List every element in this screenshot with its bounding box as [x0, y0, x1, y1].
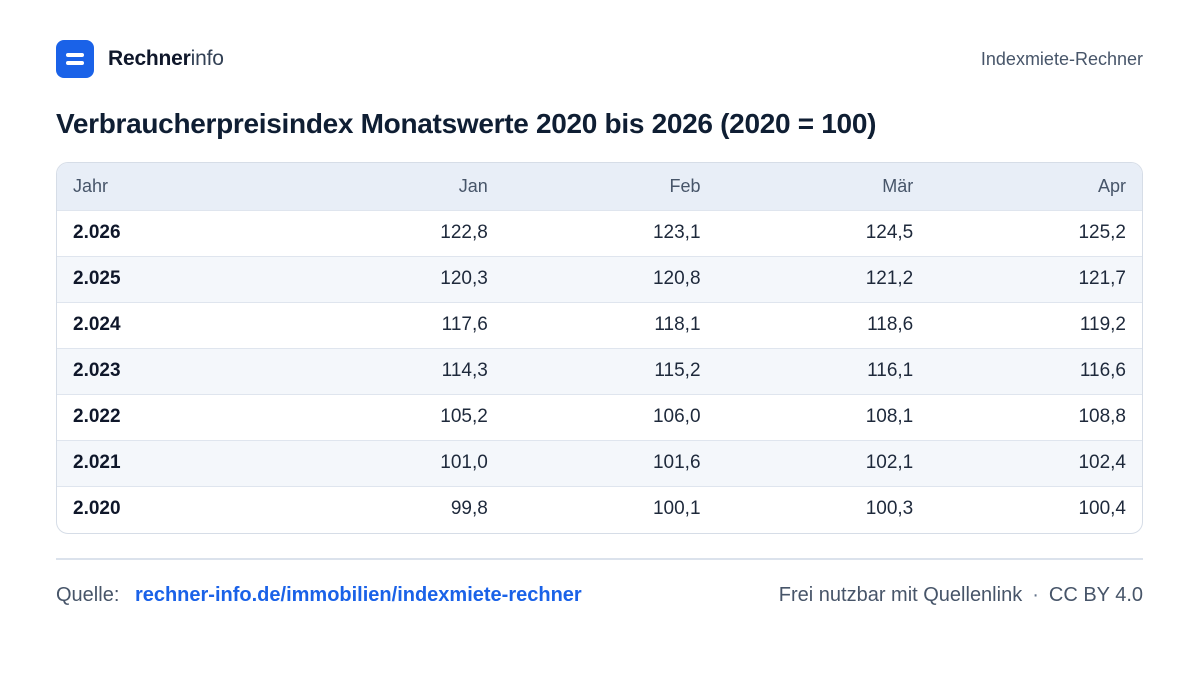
value-cell: 117,6	[441, 314, 488, 335]
table-row: 2.023 114,3 115,2 116,1 116,6	[57, 348, 1142, 394]
column-header-jan: Jan	[458, 175, 488, 196]
value-cell: 120,8	[652, 268, 701, 289]
year-cell: 2.021	[73, 452, 121, 473]
year-cell: 2.026	[73, 222, 121, 243]
brand-name-strong: Rechner	[108, 47, 191, 70]
value-cell: 101,6	[652, 452, 701, 473]
source-link[interactable]: rechner-info.de/immobilien/indexmiete-re…	[134, 584, 582, 606]
year-cell: 2.025	[73, 268, 121, 289]
table-row: 2.026 122,8 123,1 124,5 125,2	[57, 210, 1142, 256]
cpi-table: Jahr Jan Feb Mär Apr 2.026 122,8 123,1 1…	[56, 162, 1143, 534]
table-row: 2.024 117,6 118,1 118,6 119,2	[57, 302, 1142, 348]
value-cell: 108,8	[1078, 406, 1126, 427]
license-name: CC BY 4.0	[1048, 584, 1143, 606]
value-cell: 100,3	[865, 498, 914, 520]
value-cell: 115,2	[654, 360, 701, 381]
column-header-feb: Feb	[669, 175, 701, 196]
value-cell: 101,0	[440, 452, 488, 473]
value-cell: 100,4	[1078, 498, 1126, 520]
header: Rechnerinfo Indexmiete-Rechner	[56, 40, 1143, 78]
source-label: Quelle:	[56, 584, 120, 606]
value-cell: 121,7	[1078, 268, 1126, 289]
calculator-name: Indexmiete-Rechner	[980, 48, 1143, 69]
footer: Quelle: rechner-info.de/immobilien/index…	[56, 584, 1143, 607]
year-cell: 2.024	[73, 314, 121, 335]
license-line: Frei nutzbar mit Quellenlink · CC BY 4.0	[779, 584, 1143, 607]
value-cell: 120,3	[440, 268, 488, 289]
value-cell: 124,5	[865, 222, 914, 243]
table-row: 2.021 101,0 101,6 102,1 102,4	[57, 440, 1142, 486]
value-cell: 102,1	[865, 452, 914, 473]
value-cell: 116,1	[867, 360, 914, 381]
value-cell: 114,3	[441, 360, 488, 381]
value-cell: 125,2	[1078, 222, 1126, 243]
brand-name: Rechnerinfo	[108, 47, 224, 71]
value-cell: 119,2	[1079, 314, 1126, 335]
year-cell: 2.020	[73, 498, 121, 520]
year-cell: 2.022	[73, 406, 121, 427]
source-line: Quelle: rechner-info.de/immobilien/index…	[56, 584, 582, 607]
table-header-row: Jahr Jan Feb Mär Apr	[57, 163, 1142, 210]
separator-dot: ·	[1032, 584, 1039, 606]
value-cell: 106,0	[652, 406, 701, 427]
cpi-table-grid: Jahr Jan Feb Mär Apr 2.026 122,8 123,1 1…	[57, 163, 1142, 532]
value-cell: 122,8	[440, 222, 488, 243]
brand-logo[interactable]: Rechnerinfo	[56, 40, 224, 78]
value-cell: 116,6	[1079, 360, 1126, 381]
brand-name-light: info	[190, 47, 224, 70]
value-cell: 100,1	[652, 498, 701, 520]
value-cell: 108,1	[865, 406, 914, 427]
page-title: Verbraucherpreisindex Monatswerte 2020 b…	[56, 108, 877, 139]
value-cell: 118,6	[867, 314, 914, 335]
footer-divider	[56, 558, 1143, 560]
column-header-apr: Apr	[1097, 175, 1126, 196]
column-header-year: Jahr	[73, 175, 109, 196]
table-row: 2.022 105,2 106,0 108,1 108,8	[57, 394, 1142, 440]
value-cell: 102,4	[1078, 452, 1126, 473]
value-cell: 105,2	[440, 406, 488, 427]
table-row: 2.025 120,3 120,8 121,2 121,7	[57, 256, 1142, 302]
table-row: 2.020 99,8 100,1 100,3 100,4	[57, 486, 1142, 532]
value-cell: 118,1	[654, 314, 701, 335]
value-cell: 121,2	[865, 268, 914, 289]
year-cell: 2.023	[73, 360, 121, 381]
rechnerinfo-logo-icon	[56, 40, 94, 78]
license-text: Frei nutzbar mit Quellenlink	[778, 584, 1023, 606]
value-cell: 123,1	[652, 222, 701, 243]
value-cell: 99,8	[450, 498, 488, 520]
column-header-mar: Mär	[882, 175, 914, 196]
